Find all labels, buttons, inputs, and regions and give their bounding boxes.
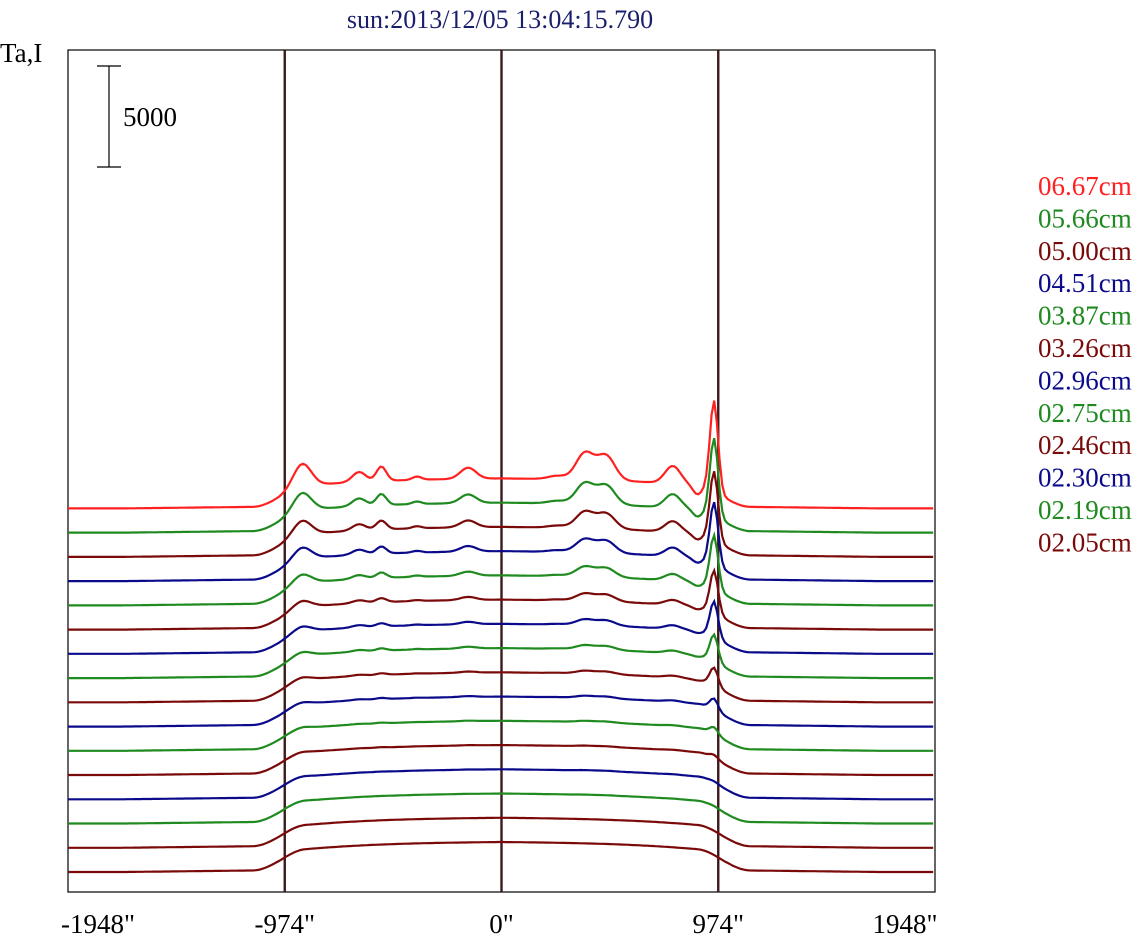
series-line-trace-13 [68, 792, 934, 825]
legend-entry: 03.26cm [1038, 333, 1132, 363]
series-line-02.46cm [68, 666, 934, 704]
x-tick-label: 974" [692, 909, 744, 939]
scale-bar-label: 5000 [123, 102, 177, 132]
series-line-trace-14 [68, 816, 934, 849]
x-tick-label: 0" [489, 909, 514, 939]
legend-entry: 02.96cm [1038, 365, 1132, 395]
y-axis-label: Ta,I [0, 38, 42, 68]
legend-entry: 04.51cm [1038, 268, 1132, 298]
legend-entry: 05.00cm [1038, 236, 1132, 266]
series-line-02.30cm [68, 694, 934, 728]
x-tick-label: -1948" [61, 909, 135, 939]
vertical-markers [283, 50, 720, 892]
series-line-06.67cm [68, 400, 934, 510]
series-line-03.87cm [68, 531, 934, 607]
legend: 06.67cm05.66cm05.00cm04.51cm03.87cm03.26… [1038, 171, 1132, 557]
legend-entry: 02.75cm [1038, 398, 1132, 428]
legend-entry: 03.87cm [1038, 301, 1132, 331]
legend-entry: 02.05cm [1038, 527, 1132, 557]
series-line-02.96cm [68, 598, 934, 655]
series-line-02.19cm [68, 719, 934, 752]
x-tick-label: 1948" [872, 909, 937, 939]
series-lines [68, 400, 934, 874]
series-line-04.51cm [68, 501, 934, 583]
series-line-05.66cm [68, 437, 934, 534]
series-line-02.05cm [68, 743, 934, 777]
series-line-trace-12 [68, 768, 934, 801]
series-line-03.26cm [68, 567, 934, 631]
scale-bar: 5000 [97, 65, 177, 168]
legend-entry: 02.19cm [1038, 495, 1132, 525]
series-line-05.00cm [68, 471, 934, 559]
legend-entry: 02.46cm [1038, 430, 1132, 460]
x-tick-label: -974" [254, 909, 315, 939]
series-line-02.75cm [68, 632, 934, 680]
x-axis-ticks: -1948" -974" 0" 974" 1948" [61, 909, 938, 939]
series-line-trace-15 [68, 840, 934, 874]
legend-entry: 05.66cm [1038, 203, 1132, 233]
chart-title: sun:2013/12/05 13:04:15.790 [347, 5, 653, 34]
legend-entry: 02.30cm [1038, 463, 1132, 493]
legend-entry: 06.67cm [1038, 171, 1132, 201]
